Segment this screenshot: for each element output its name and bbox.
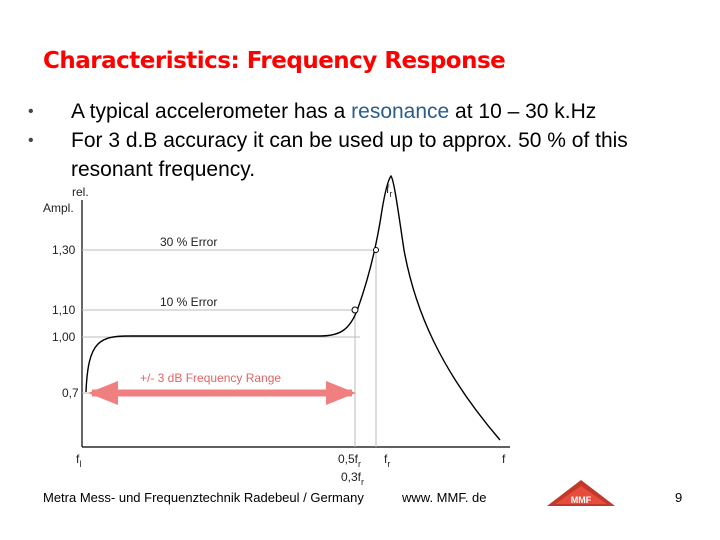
bullet-text-end: at 10 – 30 k.Hz: [449, 100, 597, 123]
bullet-text: For 3 d.B accuracy it can be used up to …: [71, 129, 628, 181]
slide-title: Characteristics: Frequency Response: [43, 48, 506, 74]
page-number: 9: [675, 490, 683, 505]
bullet-item-2: • For 3 d.B accuracy it can be used up t…: [28, 126, 688, 184]
peak-label-sub: r: [389, 189, 392, 199]
error-label-10: 10 % Error: [160, 295, 217, 309]
peak-label: fr: [386, 182, 392, 199]
error-label-30: 30 % Error: [160, 235, 217, 249]
y-tick-110: 1,10: [52, 303, 76, 317]
x-label-fr-main: f: [384, 452, 388, 466]
range-label: +/- 3 dB Frequency Range: [140, 371, 281, 385]
marker-10pct: [351, 306, 359, 314]
x-label-fl-sub: l: [79, 459, 81, 469]
x-label-fr-sub: r: [387, 459, 390, 469]
x-label-half-fr: 0,5fr: [338, 452, 361, 469]
peak-label-main: f: [386, 182, 390, 196]
x-label-half-sub: r: [358, 459, 361, 469]
x-label-fl-main: f: [76, 452, 80, 466]
y-axis-label-ampl: Ampl.: [43, 201, 74, 215]
range-arrow-left-head: [88, 381, 118, 405]
x-label-low: 0,3fr: [341, 470, 364, 487]
y-tick-100: 1,00: [52, 330, 76, 344]
bullet-dot: •: [28, 103, 34, 120]
y-tick-07: 0,7: [62, 386, 79, 400]
footer-url: www. MMF. de: [402, 490, 487, 505]
logo-inner-triangle: [555, 486, 607, 504]
bullet-highlight: resonance: [351, 100, 450, 123]
mmf-logo: MMF: [547, 480, 615, 506]
y-axis-label-rel: rel.: [72, 185, 89, 199]
bullet-text: A typical accelerometer has a: [71, 100, 352, 123]
bullet-dot: •: [28, 132, 34, 149]
x-label-half-main: 0,5f: [338, 452, 359, 466]
footer-company: Metra Mess- und Frequenztechnik Radebeul…: [43, 490, 364, 505]
y-tick-130: 1,30: [52, 243, 76, 257]
x-label-fl: fl: [76, 452, 81, 469]
response-curve: [85, 174, 501, 441]
marker-30pct: [373, 247, 379, 253]
bullet-item-1: • A typical accelerometer has a resonanc…: [28, 97, 688, 126]
x-label-low-main: 0,3f: [341, 470, 362, 484]
range-arrow-right-head: [326, 381, 356, 405]
x-label-fr: fr: [384, 452, 390, 469]
bullet-list: • A typical accelerometer has a resonanc…: [28, 97, 688, 184]
logo-text: MMF: [571, 495, 592, 505]
x-label-low-sub: r: [361, 477, 364, 487]
x-label-f: f: [502, 452, 506, 466]
